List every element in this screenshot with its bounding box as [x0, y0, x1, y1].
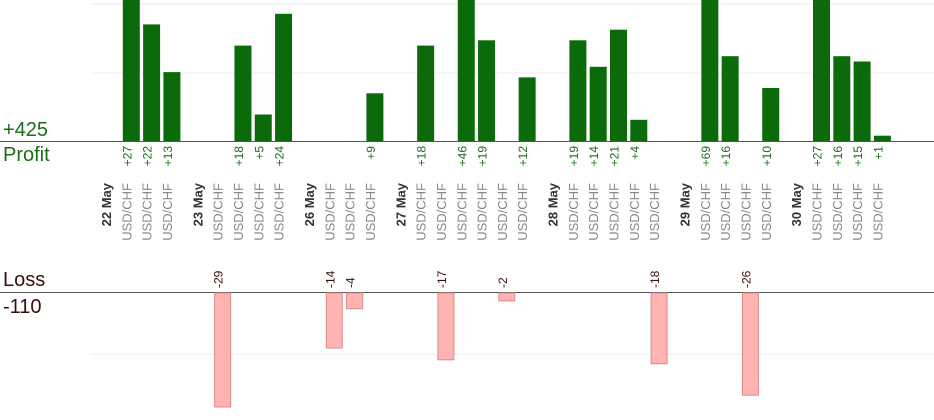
- loss-bar: [325, 292, 343, 349]
- pair-label: USD/CHF: [434, 183, 449, 241]
- pair-label: USD/CHF: [140, 183, 155, 241]
- pair-label: USD/CHF: [607, 183, 622, 241]
- pair-label: USD/CHF: [119, 183, 134, 241]
- pair-label: USD/CHF: [160, 183, 175, 241]
- profit-value-label: +18: [232, 146, 246, 167]
- pair-label: USD/CHF: [627, 183, 642, 241]
- pair-label: USD/CHF: [586, 183, 601, 241]
- profit-value-label: +14: [587, 146, 601, 167]
- profit-value-label: +69: [699, 146, 713, 167]
- profit-value-label: +5: [252, 146, 266, 160]
- pair-label: USD/CHF: [515, 183, 530, 241]
- profit-bar: [589, 66, 607, 141]
- loss-value-label: -29: [212, 270, 226, 288]
- profit-bar: [569, 40, 587, 141]
- pair-label: USD/CHF: [414, 183, 429, 241]
- pair-label: USD/CHF: [647, 183, 662, 241]
- profit-total: +425: [3, 119, 49, 141]
- profit-value-label: +4: [628, 146, 642, 160]
- profit-value-label: +24: [273, 146, 287, 167]
- profit-bar: [701, 0, 719, 142]
- profit-bar: [457, 0, 475, 141]
- loss-value-label: -14: [323, 270, 337, 288]
- profit-value-label: +19: [476, 146, 490, 167]
- loss-bar: [214, 292, 232, 408]
- pair-label: USD/CHF: [850, 183, 865, 241]
- profit-value-label: +46: [455, 146, 469, 167]
- pair-label: USD/CHF: [363, 183, 378, 241]
- profit-bar: [610, 29, 627, 142]
- profit-value-label: +19: [567, 146, 581, 167]
- pair-label: USD/CHF: [343, 183, 358, 241]
- pair-label: USD/CHF: [738, 183, 753, 241]
- date-label: 30 May: [789, 182, 804, 226]
- pair-label: USD/CHF: [231, 183, 246, 241]
- loss-bar: [437, 292, 455, 361]
- loss-bar: [498, 292, 516, 302]
- pair-label: USD/CHF: [251, 183, 266, 241]
- date-label: 23 May: [190, 182, 205, 226]
- date-label: 26 May: [302, 182, 317, 226]
- profit-value-label: +21: [608, 146, 622, 167]
- profit-bar: [873, 135, 891, 141]
- profit-value-label: +13: [161, 146, 175, 167]
- pair-label: USD/CHF: [810, 183, 825, 241]
- profit-value-label: +10: [760, 146, 774, 167]
- profit-bar: [762, 88, 780, 141]
- profit-value-label: +22: [141, 146, 155, 167]
- profit-bar: [833, 56, 851, 142]
- profit-value-label: +16: [719, 146, 733, 167]
- pair-label: USD/CHF: [566, 183, 581, 241]
- loss-value-label: -2: [496, 277, 510, 288]
- profit-bar: [143, 24, 161, 141]
- profit-bar: [234, 45, 252, 141]
- profit-bar: [518, 77, 536, 141]
- pair-label: USD/CHF: [495, 183, 510, 241]
- pair-label: USD/CHF: [322, 183, 337, 241]
- loss-total: -110: [3, 296, 42, 318]
- profit-bar: [366, 93, 384, 141]
- pair-label: USD/CHF: [454, 183, 469, 241]
- profit-value-label: +1: [871, 146, 885, 160]
- pair-label: USD/CHF: [759, 183, 774, 241]
- loss-label: Loss: [3, 269, 46, 291]
- pair-label: USD/CHF: [870, 183, 885, 241]
- loss-value-label: -4: [344, 277, 358, 288]
- profit-value-label: +27: [120, 146, 134, 167]
- loss-value-label: -18: [648, 270, 662, 288]
- profit-bar: [813, 0, 830, 142]
- date-label: 28 May: [546, 182, 561, 226]
- loss-value-label: -26: [739, 270, 753, 288]
- pair-label: USD/CHF: [272, 183, 287, 241]
- profit-value-label: +9: [364, 146, 378, 160]
- loss-bar: [346, 292, 364, 310]
- profit-value-label: +18: [415, 146, 429, 167]
- date-label: 27 May: [393, 182, 408, 226]
- pair-label: USD/CHF: [830, 183, 845, 241]
- pair-label: USD/CHF: [475, 183, 490, 241]
- profit-bar: [478, 40, 496, 141]
- loss-bar: [741, 292, 759, 396]
- profit-bar: [853, 61, 871, 141]
- profit-bar: [721, 56, 739, 142]
- profit-bar: [417, 45, 435, 141]
- profit-bar: [630, 119, 648, 141]
- date-label: 22 May: [99, 182, 114, 226]
- profit-bar: [163, 72, 181, 141]
- profit-bar: [254, 114, 272, 141]
- profit-value-label: +16: [831, 146, 845, 167]
- profit-bar: [122, 0, 140, 142]
- profit-value-label: +12: [516, 146, 530, 167]
- profit-bar: [275, 13, 293, 141]
- profit-value-label: +27: [811, 146, 825, 167]
- profit-label: Profit: [3, 144, 50, 166]
- pair-label: USD/CHF: [718, 183, 733, 241]
- loss-value-label: -17: [435, 270, 449, 288]
- profit-value-label: +15: [851, 146, 865, 167]
- pair-label: USD/CHF: [211, 183, 226, 241]
- pair-label: USD/CHF: [698, 183, 713, 241]
- loss-bar: [650, 292, 668, 365]
- date-label: 29 May: [678, 182, 693, 226]
